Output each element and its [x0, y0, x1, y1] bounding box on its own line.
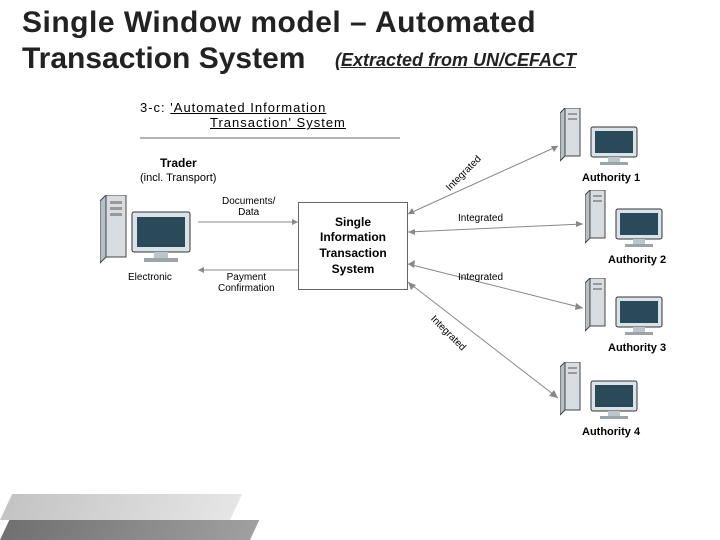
source-citation: (Extracted from UN/CEFACT: [335, 50, 576, 71]
edge-integrated-1: Integrated: [444, 154, 484, 194]
authority2-monitor-icon: [615, 208, 667, 252]
authority4-tower-icon: [560, 362, 582, 418]
authority3-monitor-icon: [615, 296, 667, 340]
center-l2: Information: [320, 230, 386, 246]
system-title-line1: 3-c: 'Automated Information: [140, 100, 440, 115]
trader-caption: Electronic: [128, 272, 172, 283]
edge-integrated-2: Integrated: [458, 213, 503, 224]
edge-payment-confirmation: Payment Confirmation: [218, 272, 275, 294]
slide-accent-light: [0, 494, 242, 520]
edge-documents-data: Documents/ Data: [222, 196, 275, 218]
authority1-monitor-icon: [590, 126, 642, 170]
page-title-line2: Transaction System: [22, 42, 305, 76]
authority3-tower-icon: [585, 278, 607, 334]
center-l3: Transaction: [319, 246, 386, 262]
trader-sublabel: (incl. Transport): [140, 172, 216, 184]
authority4-label: Authority 4: [582, 426, 640, 438]
trader-tower-icon: [100, 195, 128, 267]
authority2-label: Authority 2: [608, 254, 666, 266]
trader-label: Trader: [160, 156, 197, 170]
edge-integrated-4: Integrated: [428, 314, 468, 354]
system-title-box: 3-c: 'Automated Information Transaction'…: [140, 100, 440, 130]
center-l1: Single: [335, 215, 371, 231]
authority4-monitor-icon: [590, 380, 642, 424]
authority3-label: Authority 3: [608, 342, 666, 354]
authority2-tower-icon: [585, 190, 607, 246]
center-system-box: Single Information Transaction System: [298, 202, 408, 290]
page-title-line1: Single Window model – Automated: [22, 6, 536, 40]
center-l4: System: [332, 262, 375, 278]
authority1-label: Authority 1: [582, 172, 640, 184]
diagram-stage: Single Window model – Automated Transact…: [0, 0, 720, 540]
system-title-line2: Transaction' System: [210, 115, 440, 130]
trader-monitor-icon: [130, 210, 196, 266]
slide-accent-dark: [0, 520, 259, 540]
authority1-tower-icon: [560, 108, 582, 164]
system-title-ul1: 'Automated Information: [170, 100, 326, 115]
edge-integrated-3: Integrated: [458, 272, 503, 283]
system-title-prefix: 3-c:: [140, 100, 170, 115]
